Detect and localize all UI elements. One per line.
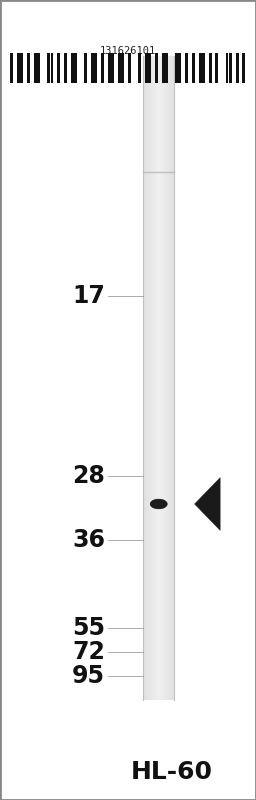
Bar bbox=[229, 53, 232, 83]
Bar bbox=[199, 53, 201, 83]
Bar bbox=[155, 56, 156, 700]
Bar bbox=[173, 56, 174, 700]
Bar bbox=[121, 53, 124, 83]
Bar bbox=[192, 53, 195, 83]
Bar bbox=[51, 53, 54, 83]
Bar bbox=[128, 53, 131, 83]
Ellipse shape bbox=[150, 499, 167, 509]
Bar bbox=[149, 56, 150, 700]
Bar bbox=[57, 53, 60, 83]
Bar bbox=[165, 53, 168, 83]
Bar bbox=[144, 56, 145, 700]
Text: 36: 36 bbox=[72, 528, 105, 552]
Text: 55: 55 bbox=[72, 616, 105, 640]
Bar bbox=[37, 53, 40, 83]
Bar bbox=[20, 53, 23, 83]
Bar bbox=[168, 56, 169, 700]
Bar bbox=[111, 53, 114, 83]
Text: 72: 72 bbox=[72, 640, 105, 664]
Bar bbox=[145, 53, 148, 83]
Bar bbox=[209, 53, 212, 83]
Bar bbox=[159, 56, 160, 700]
Bar bbox=[118, 53, 121, 83]
Bar bbox=[74, 53, 77, 83]
Bar bbox=[153, 56, 154, 700]
Bar bbox=[154, 56, 155, 700]
Bar bbox=[27, 53, 30, 83]
Bar bbox=[152, 56, 153, 700]
Bar bbox=[202, 53, 205, 83]
Bar bbox=[145, 56, 146, 700]
Bar bbox=[178, 53, 181, 83]
Bar bbox=[175, 53, 178, 83]
Bar bbox=[47, 53, 50, 83]
Bar bbox=[160, 56, 161, 700]
Bar bbox=[172, 56, 173, 700]
Bar bbox=[64, 53, 67, 83]
Bar bbox=[17, 53, 20, 83]
Text: 28: 28 bbox=[72, 464, 105, 488]
Bar bbox=[146, 56, 147, 700]
Text: 131626101: 131626101 bbox=[100, 46, 156, 56]
Bar bbox=[171, 56, 172, 700]
Bar bbox=[185, 53, 188, 83]
Bar bbox=[10, 53, 13, 83]
Text: HL-60: HL-60 bbox=[131, 760, 212, 784]
Bar bbox=[94, 53, 97, 83]
Bar bbox=[162, 56, 163, 700]
Bar bbox=[169, 56, 170, 700]
Text: 95: 95 bbox=[72, 664, 105, 688]
Bar bbox=[84, 53, 87, 83]
Bar bbox=[148, 53, 151, 83]
Bar bbox=[101, 53, 104, 83]
Bar bbox=[147, 56, 148, 700]
Bar bbox=[162, 53, 165, 83]
Bar bbox=[163, 56, 164, 700]
Bar bbox=[164, 56, 165, 700]
Bar bbox=[157, 56, 158, 700]
Bar bbox=[242, 53, 245, 83]
Bar bbox=[155, 53, 158, 83]
Bar bbox=[91, 53, 94, 83]
Bar bbox=[170, 56, 171, 700]
Text: 17: 17 bbox=[72, 284, 105, 308]
Bar bbox=[226, 53, 228, 83]
Bar bbox=[167, 56, 168, 700]
Bar bbox=[165, 56, 166, 700]
Bar bbox=[34, 53, 37, 83]
Bar bbox=[236, 53, 239, 83]
Bar bbox=[151, 56, 152, 700]
Bar bbox=[148, 56, 149, 700]
Bar bbox=[71, 53, 74, 83]
Bar bbox=[158, 56, 159, 700]
Bar bbox=[216, 53, 218, 83]
Bar bbox=[166, 56, 167, 700]
Bar bbox=[161, 56, 162, 700]
Bar bbox=[108, 53, 111, 83]
Bar bbox=[156, 56, 157, 700]
Bar bbox=[150, 56, 151, 700]
Bar bbox=[138, 53, 141, 83]
Polygon shape bbox=[195, 478, 220, 530]
Bar bbox=[143, 56, 144, 700]
